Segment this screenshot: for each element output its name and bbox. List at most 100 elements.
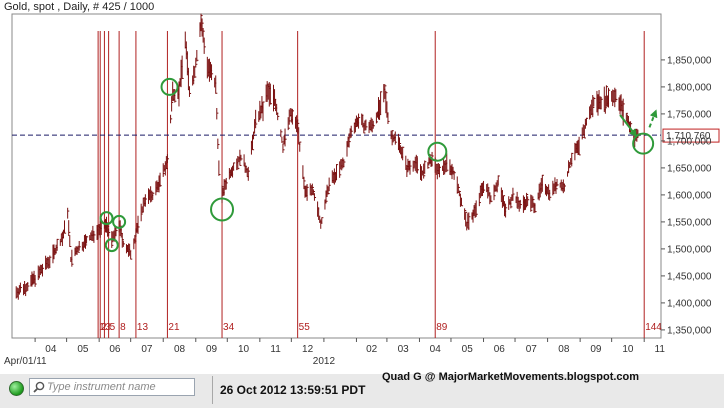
price-bar [402, 146, 405, 161]
price-bar [348, 133, 351, 148]
price-bar [475, 200, 478, 217]
price-bar [27, 282, 30, 291]
price-bar [365, 119, 368, 131]
price-bar [121, 233, 124, 248]
price-bar [599, 96, 602, 110]
price-bar [313, 193, 317, 201]
instrument-search[interactable] [29, 378, 195, 396]
price-bar [412, 160, 415, 172]
price-bar [571, 152, 574, 167]
price-bar [496, 180, 499, 193]
price-bar [384, 84, 387, 99]
price-bar [287, 117, 290, 131]
price-bar [206, 56, 209, 79]
fib-label: 1 [99, 322, 105, 333]
price-bar [478, 192, 481, 207]
current-price-box [662, 128, 720, 143]
price-bar [201, 18, 204, 37]
annotation-circle [112, 214, 127, 229]
price-bar [615, 89, 618, 103]
price-bar [203, 37, 206, 54]
price-bar [427, 162, 430, 169]
price-bar [593, 96, 596, 107]
price-bar [41, 263, 45, 277]
price-bar [592, 94, 595, 118]
price-bar [490, 195, 493, 203]
x-tick-label: 09 [590, 344, 602, 355]
status-divider [212, 376, 213, 404]
y-tick-label: 1,750,000 [667, 109, 712, 120]
price-bar [622, 98, 625, 126]
price-bar [137, 215, 140, 234]
y-tick-label: 1,550,000 [667, 217, 712, 228]
price-bar [534, 203, 537, 213]
price-bar [148, 188, 151, 204]
x-tick-label: 05 [462, 344, 474, 355]
price-bar [516, 191, 519, 209]
price-bar [556, 179, 559, 187]
x-tick-label: 04 [45, 344, 57, 355]
x-secondary-label: Apr/01/11 [4, 356, 47, 367]
price-bar [527, 196, 530, 206]
price-bar [464, 208, 467, 220]
price-bar [532, 196, 535, 208]
fib-label: 8 [120, 322, 126, 333]
annotation-arrow [619, 114, 638, 138]
price-bar [415, 154, 418, 173]
price-bar [569, 162, 572, 169]
y-tick-label: 1,350,000 [667, 325, 712, 336]
x-tick-label: 10 [622, 344, 634, 355]
watermark-text: Quad G @ MajorMarketMovements.blogspot.c… [382, 371, 640, 383]
annotation-circle [632, 132, 655, 155]
annotation-circle [160, 77, 179, 96]
price-bar [93, 230, 96, 243]
price-bar [156, 180, 159, 193]
x-tick-label: 11 [655, 344, 666, 355]
price-bar [483, 180, 486, 194]
price-bar [327, 186, 330, 195]
price-bar [391, 130, 394, 146]
instrument-search-input[interactable] [47, 379, 192, 395]
x-tick-label: 03 [398, 344, 410, 355]
price-bar [494, 185, 497, 192]
price-bar [358, 113, 361, 129]
price-bar [281, 136, 284, 143]
price-bar [581, 127, 584, 140]
y-tick-label: 1,700,000 [667, 136, 712, 147]
price-bar [607, 87, 611, 108]
annotation-arrow [648, 109, 658, 128]
price-bar [321, 217, 324, 224]
price-bar [181, 55, 184, 79]
price-bar [255, 109, 258, 129]
price-bar [409, 160, 412, 175]
price-bar [78, 241, 81, 251]
price-bar [64, 220, 67, 234]
price-bar [170, 114, 173, 124]
y-tick-label: 1,450,000 [667, 271, 712, 282]
price-bar [502, 195, 506, 207]
y-tick-label: 1,850,000 [667, 55, 712, 66]
price-bar [196, 49, 199, 62]
x-tick-label: 02 [366, 344, 378, 355]
x-tick-label: 12 [302, 344, 314, 355]
search-icon[interactable] [33, 381, 45, 393]
price-bar [140, 203, 143, 222]
price-bar [239, 149, 242, 166]
price-bar [343, 159, 346, 167]
price-chart[interactable]: 123581321345589144 1,710.760 1,350,0001,… [0, 0, 724, 372]
price-bar [297, 119, 300, 134]
price-bar [211, 64, 214, 81]
price-bar [240, 154, 243, 161]
price-bar [385, 90, 388, 114]
price-bar [372, 120, 375, 129]
x-secondary-label: 2012 [313, 356, 336, 367]
price-bar [394, 131, 397, 145]
fib-label: 5 [110, 322, 116, 333]
price-bar [166, 154, 170, 164]
price-bar [134, 234, 137, 244]
x-tick-label: 06 [109, 344, 121, 355]
price-bar [34, 274, 37, 287]
x-tick-label: 08 [558, 344, 570, 355]
price-bar [541, 174, 544, 192]
price-bar [512, 187, 515, 201]
